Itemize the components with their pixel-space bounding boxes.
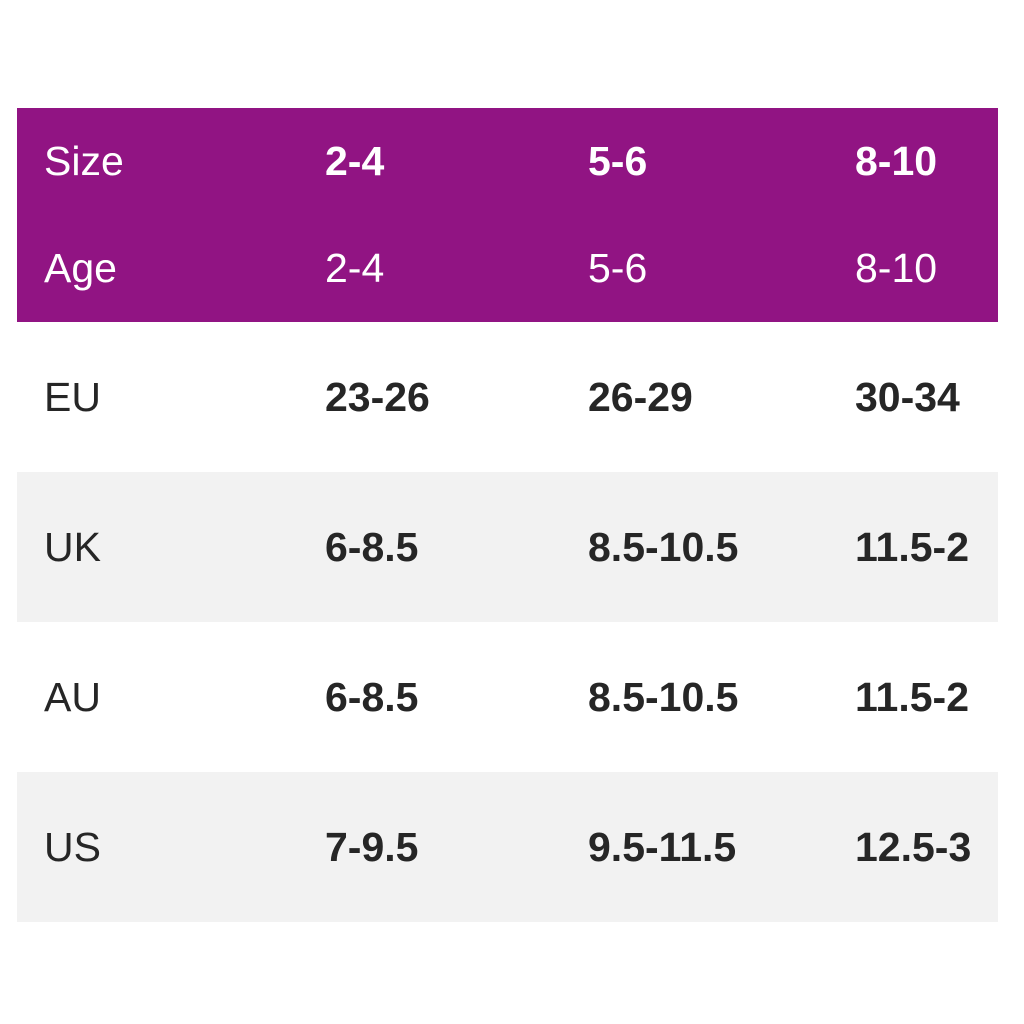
size-row-label: Size xyxy=(44,138,124,184)
table-row-uk: UK 6-8.5 8.5-10.5 11.5-2 xyxy=(17,472,998,622)
au-value-col2: 8.5-10.5 xyxy=(588,673,739,720)
eu-value-col3: 30-34 xyxy=(855,373,960,420)
au-row-label: AU xyxy=(44,673,101,720)
table-header: Size 2-4 5-6 8-10 Age 2-4 5-6 8-10 xyxy=(17,108,998,322)
size-value-col1: 2-4 xyxy=(325,138,385,184)
size-chart-table: Size 2-4 5-6 8-10 Age 2-4 5-6 8-10 EU 23… xyxy=(17,108,998,922)
age-value-col1: 2-4 xyxy=(325,245,385,291)
table-body: EU 23-26 26-29 30-34 UK 6-8.5 8.5-10.5 1… xyxy=(17,322,998,922)
age-value-col2: 5-6 xyxy=(588,245,648,291)
header-row-size: Size 2-4 5-6 8-10 xyxy=(17,108,998,215)
eu-value-col2: 26-29 xyxy=(588,373,693,420)
age-row-label: Age xyxy=(44,245,117,291)
age-value-col3: 8-10 xyxy=(855,245,938,291)
header-row-age: Age 2-4 5-6 8-10 xyxy=(17,215,998,322)
size-value-col3: 8-10 xyxy=(855,138,938,184)
eu-row-label: EU xyxy=(44,373,101,420)
table-row-au: AU 6-8.5 8.5-10.5 11.5-2 xyxy=(17,622,998,772)
au-value-col3: 11.5-2 xyxy=(855,673,969,720)
table-row-eu: EU 23-26 26-29 30-34 xyxy=(17,322,998,472)
us-value-col3: 12.5-3 xyxy=(855,823,972,870)
uk-row-label: UK xyxy=(44,523,101,570)
uk-value-col2: 8.5-10.5 xyxy=(588,523,739,570)
uk-value-col3: 11.5-2 xyxy=(855,523,969,570)
uk-value-col1: 6-8.5 xyxy=(325,523,419,570)
table-row-us: US 7-9.5 9.5-11.5 12.5-3 xyxy=(17,772,998,922)
us-value-col2: 9.5-11.5 xyxy=(588,823,737,870)
au-value-col1: 6-8.5 xyxy=(325,673,419,720)
eu-value-col1: 23-26 xyxy=(325,373,430,420)
size-value-col2: 5-6 xyxy=(588,138,648,184)
us-row-label: US xyxy=(44,823,101,870)
us-value-col1: 7-9.5 xyxy=(325,823,419,870)
